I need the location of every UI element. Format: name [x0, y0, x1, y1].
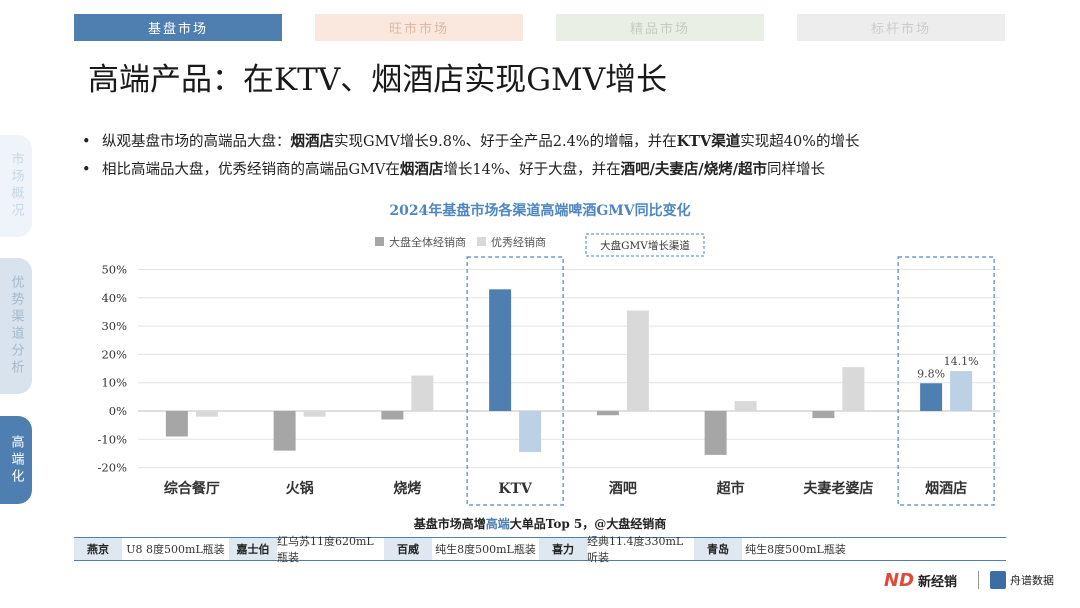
brand-name: 燕京 [74, 538, 122, 560]
tab-prosperous-market[interactable]: 旺市市场 [315, 14, 523, 41]
bullet-dot-icon: • [82, 134, 91, 150]
bullet-text: 纵观基盘市场的高端品大盘：烟酒店实现GMV增长9.8%、好于全产品2.4%的增幅… [102, 133, 860, 150]
chart-title: 2024年基盘市场各渠道高端啤酒GMV同比变化 [389, 202, 690, 219]
bullet-segment: 同样增长 [767, 162, 826, 178]
xinjingxiao-logo-text: 新经销 [918, 574, 958, 590]
side-nav-market-overview[interactable]: 市场概况 [0, 135, 32, 237]
zhoupu-logo-text: 舟谱数据 [1010, 574, 1054, 587]
highlight-box-KTV [466, 256, 564, 506]
brand-name: 嘉士伯 [229, 538, 277, 560]
bar-超市-0 [704, 411, 727, 455]
brand-name: 百威 [384, 538, 432, 560]
x-tick-label: KTV [498, 481, 533, 497]
logo-divider [978, 571, 979, 589]
y-tick-label: 30% [101, 319, 127, 333]
x-tick-label: 烟酒店 [925, 480, 967, 497]
x-tick-label: 酒吧 [609, 481, 637, 497]
brand-name: 喜力 [539, 538, 587, 560]
y-tick-label: -20% [98, 461, 128, 475]
bar-火锅-0 [273, 411, 296, 451]
highlight-box-烟酒店 [897, 256, 995, 506]
bar-烧烤-1 [411, 375, 434, 411]
bullet-item-2: • 相比高端品大盘，优秀经销商的高端品GMV在烟酒店增长14%、好于大盘，并在酒吧… [82, 156, 1062, 184]
y-tick-label: 40% [101, 291, 127, 305]
legend-swatch-1 [477, 237, 486, 246]
tab-premium-market[interactable]: 精品市场 [556, 14, 764, 41]
brand-product: 经典11.4度330mL听装 [587, 535, 684, 564]
bottom-title-highlight: 高端 [485, 517, 510, 531]
bullet-segment: 实现GMV增长9.8%、好于全产品2.4%的增幅，并在 [334, 134, 677, 150]
bottom-table-title: 基盘市场高增高端大单品Top 5，@大盘经销商 [0, 515, 1080, 532]
bullet-bold-segment: 酒吧/夫妻店/烧烤/超市 [620, 161, 768, 178]
x-tick-label: 超市 [716, 480, 745, 497]
bar-烟酒店-0 [920, 383, 943, 411]
legend-highlight-label: 大盘GMV增长渠道 [600, 239, 690, 252]
x-tick-label: 烧烤 [393, 480, 421, 497]
legend-label-1: 优秀经销商 [491, 235, 546, 249]
legend-swatch-0 [375, 237, 384, 246]
bullet-segment: 实现超40%的增长 [740, 134, 860, 150]
y-tick-label: 20% [101, 347, 127, 361]
side-nav-label: 高端化 [8, 434, 24, 486]
brand-product: 纯生8度500mL瓶装 [435, 543, 536, 556]
bullet-bold-segment: 烟酒店 [399, 161, 444, 178]
data-label-烟酒店-0: 9.8% [917, 367, 945, 380]
y-tick-label: 50% [101, 263, 127, 277]
bar-烧烤-0 [381, 411, 404, 420]
bar-酒吧-0 [596, 411, 619, 416]
bar-酒吧-1 [626, 310, 649, 411]
x-tick-label: 夫妻老婆店 [803, 480, 873, 497]
brand-product: 红乌苏11度620mL瓶装 [277, 535, 374, 564]
bar-夫妻老婆店-0 [812, 411, 835, 419]
side-nav-label: 优势渠道分析 [8, 275, 24, 377]
bar-KTV-1 [519, 411, 542, 453]
bullet-segment: 增长14%、好于大盘，并在 [443, 162, 621, 178]
bar-综合餐厅-0 [165, 411, 188, 437]
page-title: 高端产品：在KTV、烟酒店实现GMV增长 [88, 62, 668, 98]
bullet-dot-icon: • [82, 162, 91, 178]
bullet-segment: 纵观基盘市场的高端品大盘： [102, 134, 291, 150]
x-tick-label: 火锅 [286, 481, 314, 497]
side-nav-label: 市场概况 [8, 152, 24, 220]
zhoupu-logo-icon [990, 571, 1006, 589]
brand-name: 青岛 [694, 538, 742, 560]
legend-label-0: 大盘全体经销商 [389, 235, 466, 249]
brand-product: 纯生8度500mL瓶装 [745, 543, 846, 556]
bar-烟酒店-1 [950, 371, 973, 411]
xinjingxiao-logo-icon: ND [884, 569, 915, 591]
tab-base-market[interactable]: 基盘市场 [74, 14, 282, 41]
y-tick-label: -10% [98, 432, 128, 446]
zhoupu-logo: 舟谱数据 [990, 568, 1054, 592]
bar-夫妻老婆店-1 [842, 367, 865, 411]
bullet-segment: 相比高端品大盘，优秀经销商的高端品GMV在 [102, 162, 400, 178]
bullet-bold-segment: KTV渠道 [676, 133, 741, 150]
bullet-text: 相比高端品大盘，优秀经销商的高端品GMV在烟酒店增长14%、好于大盘，并在酒吧/… [102, 161, 826, 178]
bar-综合餐厅-1 [195, 411, 218, 417]
bullet-bold-segment: 烟酒店 [290, 133, 335, 150]
side-nav-channel-analysis[interactable]: 优势渠道分析 [0, 258, 32, 394]
bottom-title-post: 大单品Top 5，@大盘经销商 [509, 517, 667, 531]
xinjingxiao-logo: ND 新经销 [884, 568, 957, 592]
y-tick-label: 0% [109, 404, 127, 418]
top5-brand-table: 燕京 U8 8度500mL瓶装 嘉士伯 红乌苏11度620mL瓶装 百威 纯生8… [74, 535, 1006, 564]
bullet-item-1: • 纵观基盘市场的高端品大盘：烟酒店实现GMV增长9.8%、好于全产品2.4%的增… [82, 128, 1062, 156]
bar-火锅-1 [303, 411, 326, 417]
side-nav-premiumization[interactable]: 高端化 [0, 416, 32, 504]
bar-KTV-0 [489, 289, 512, 411]
x-tick-label: 综合餐厅 [164, 480, 220, 497]
data-label-烟酒店-1: 14.1% [944, 355, 979, 368]
bottom-title-pre: 基盘市场高增 [413, 517, 486, 531]
bullet-list: • 纵观基盘市场的高端品大盘：烟酒店实现GMV增长9.8%、好于全产品2.4%的增… [82, 128, 1062, 184]
bar-超市-1 [734, 401, 757, 411]
brand-product: U8 8度500mL瓶装 [126, 543, 225, 556]
y-tick-label: 10% [101, 376, 127, 390]
tab-benchmark-market[interactable]: 标杆市场 [797, 14, 1005, 41]
